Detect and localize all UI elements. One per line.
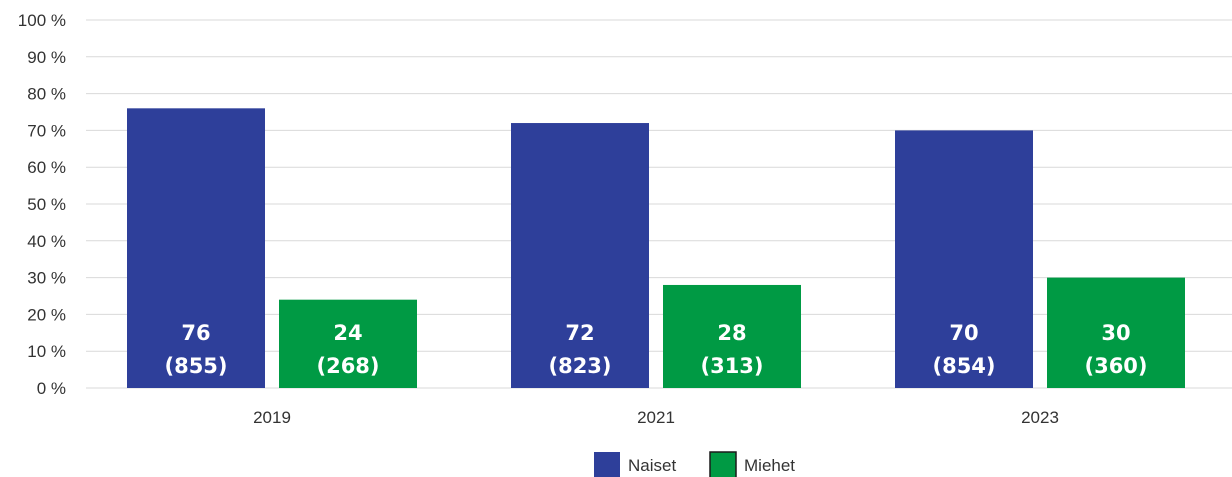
data-label-value-naiset-2019: 76 [181, 321, 210, 345]
x-tick-label-2019: 2019 [253, 408, 291, 427]
bar-naiset-2021 [511, 123, 649, 388]
y-tick-label-90: 90 % [27, 48, 66, 67]
y-tick-label-40: 40 % [27, 232, 66, 251]
data-label-count-naiset-2021: (823) [548, 354, 611, 378]
y-tick-label-80: 80 % [27, 85, 66, 104]
data-label-count-miehet-2021: (313) [700, 354, 763, 378]
y-tick-label-30: 30 % [27, 269, 66, 288]
bar-naiset-2019 [127, 108, 265, 388]
data-label-value-miehet-2021: 28 [717, 321, 746, 345]
y-tick-label-100: 100 % [18, 11, 66, 30]
y-tick-label-0: 0 % [37, 379, 66, 398]
y-tick-label-50: 50 % [27, 195, 66, 214]
bar-naiset-2023 [895, 130, 1033, 388]
data-label-count-naiset-2019: (855) [164, 354, 227, 378]
data-label-count-miehet-2023: (360) [1084, 354, 1147, 378]
data-label-count-miehet-2019: (268) [316, 354, 379, 378]
data-label-value-naiset-2021: 72 [565, 321, 594, 345]
data-label-count-naiset-2023: (854) [932, 354, 995, 378]
legend-label-naiset: Naiset [628, 456, 676, 475]
legend-label-miehet: Miehet [744, 456, 795, 475]
bar-miehet-2019 [279, 299, 417, 388]
legend-swatch-miehet [709, 451, 737, 477]
data-label-value-miehet-2023: 30 [1101, 321, 1130, 345]
bar-miehet-2021 [663, 284, 801, 388]
x-tick-label-2021: 2021 [637, 408, 675, 427]
x-tick-label-2023: 2023 [1021, 408, 1059, 427]
data-label-value-naiset-2023: 70 [949, 321, 978, 345]
y-tick-label-20: 20 % [27, 305, 66, 324]
y-tick-label-10: 10 % [27, 342, 66, 361]
legend-swatch-naiset [594, 452, 620, 477]
bar-miehet-2023 [1047, 277, 1185, 388]
y-tick-label-70: 70 % [27, 121, 66, 140]
data-label-value-miehet-2019: 24 [333, 321, 362, 345]
y-tick-label-60: 60 % [27, 158, 66, 177]
